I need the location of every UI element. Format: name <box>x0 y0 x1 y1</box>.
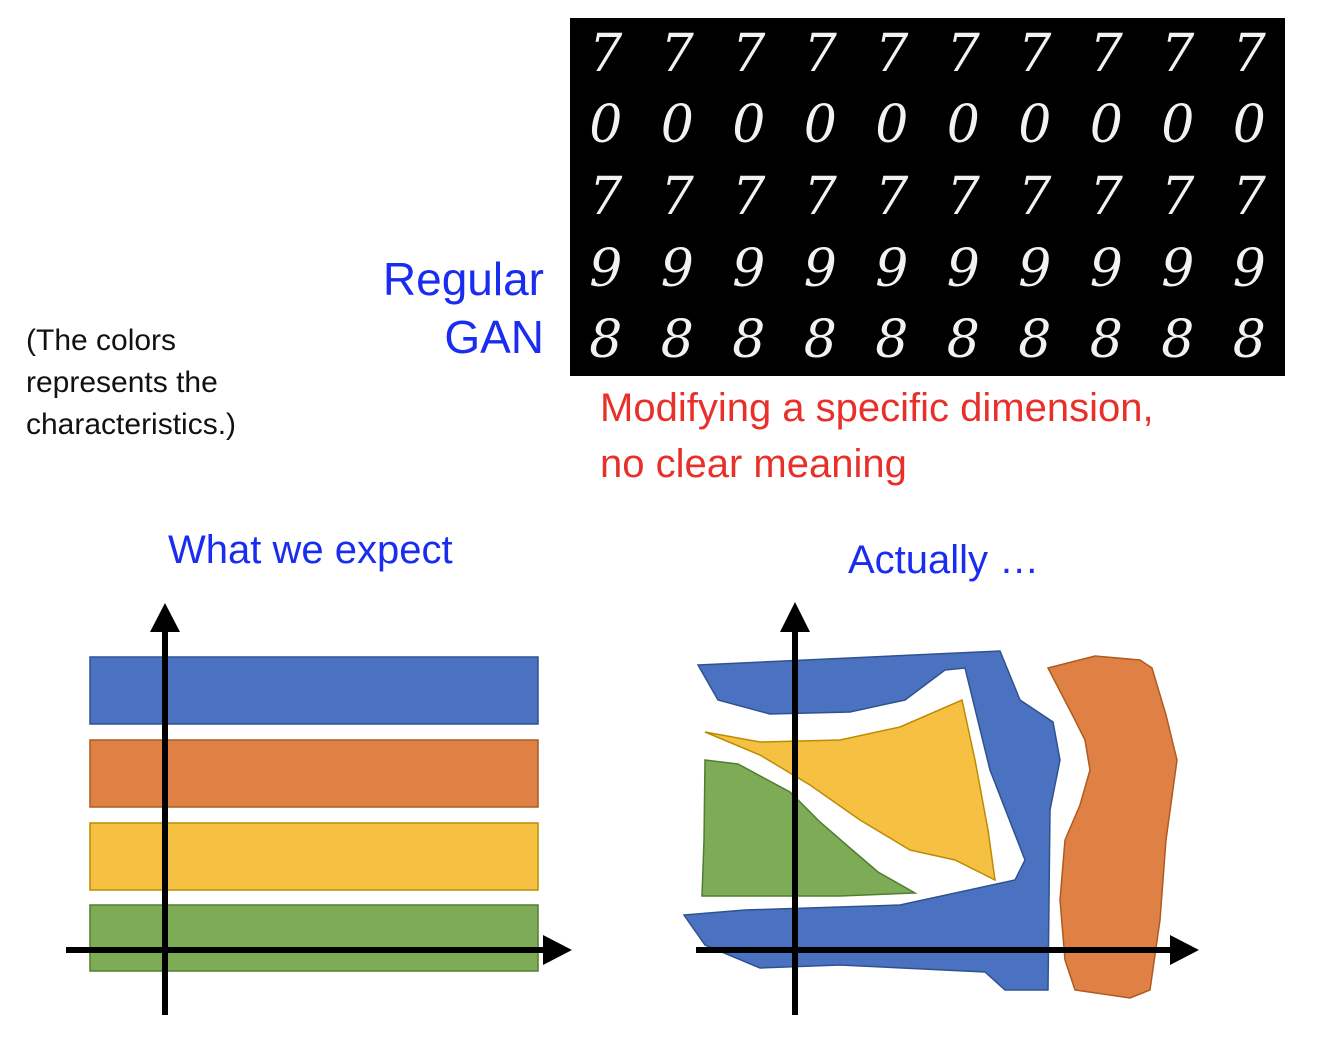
actual-plot <box>682 602 1199 1015</box>
digit-cell: 7 <box>1089 166 1123 227</box>
digit-cell: 7 <box>732 166 766 227</box>
digit-cell: 0 <box>660 95 694 156</box>
digit-cell: 8 <box>589 310 623 371</box>
digit-cell: 9 <box>1232 238 1266 299</box>
digit-cell: 0 <box>589 95 623 156</box>
digit-cell: 7 <box>946 23 980 84</box>
digit-cell: 8 <box>1089 310 1123 371</box>
regular-gan-label: Regular GAN <box>383 250 544 366</box>
note-line-2: represents the <box>26 366 218 399</box>
digit-cell: 8 <box>875 310 909 371</box>
expect-plot <box>66 603 572 1015</box>
digit-cell: 8 <box>732 310 766 371</box>
note-line-1: (The colors <box>26 324 177 357</box>
digit-cell: 7 <box>1089 23 1123 84</box>
digit-cell: 0 <box>875 95 909 156</box>
caption-line-2: no clear meaning <box>600 442 907 486</box>
digit-cell: 7 <box>1161 166 1195 227</box>
digit-cell: 0 <box>1089 95 1123 156</box>
digit-cell: 8 <box>1161 310 1195 371</box>
digit-cell: 7 <box>660 166 694 227</box>
digit-cell: 0 <box>803 95 837 156</box>
digit-cell: 9 <box>803 238 837 299</box>
actual-x-axis-arrowhead <box>1170 935 1199 965</box>
digit-cell: 9 <box>1018 238 1052 299</box>
caption: Modifying a specific dimension, no clear… <box>600 380 1154 492</box>
band-blue <box>89 656 539 725</box>
digit-cell: 0 <box>1018 95 1052 156</box>
digit-cell: 9 <box>946 238 980 299</box>
digit-cell: 7 <box>589 166 623 227</box>
digit-cell: 0 <box>732 95 766 156</box>
digit-cell: 9 <box>1089 238 1123 299</box>
expect-title: What we expect <box>168 528 453 572</box>
digit-cell: 7 <box>803 166 837 227</box>
digit-cell: 7 <box>660 23 694 84</box>
digit-cell: 7 <box>732 23 766 84</box>
digit-cell: 9 <box>875 238 909 299</box>
digit-cell: 9 <box>1161 238 1195 299</box>
digit-cell: 7 <box>589 23 623 84</box>
digit-cell: 0 <box>1232 95 1266 156</box>
digit-cell: 8 <box>660 310 694 371</box>
expect-y-axis-arrowhead <box>150 603 180 632</box>
region-green <box>701 759 918 897</box>
caption-line-1: Modifying a specific dimension, <box>600 386 1154 430</box>
gan-label-line-2: GAN <box>444 311 544 363</box>
gan-label-line-1: Regular <box>382 253 544 305</box>
band-green <box>89 904 539 972</box>
digit-cell: 7 <box>875 166 909 227</box>
digit-cell: 7 <box>1018 166 1052 227</box>
digit-cell: 9 <box>589 238 623 299</box>
digit-cell: 7 <box>1232 23 1266 84</box>
digit-cell: 8 <box>1018 310 1052 371</box>
digit-cell: 8 <box>1232 310 1266 371</box>
digit-cell: 7 <box>875 23 909 84</box>
digit-cell: 7 <box>946 166 980 227</box>
digit-cell: 7 <box>1018 23 1052 84</box>
digit-cell: 9 <box>732 238 766 299</box>
note-line-3: characteristics.) <box>26 408 237 441</box>
digit-cell: 8 <box>803 310 837 371</box>
region-blue <box>682 650 1061 991</box>
digit-cell: 9 <box>660 238 694 299</box>
colors-note: (The colors represents the characteristi… <box>26 320 326 446</box>
region-orange <box>1046 655 1178 999</box>
actual-title: Actually … <box>848 538 1040 582</box>
region-yellow <box>704 698 996 882</box>
actual-y-axis-arrowhead <box>780 602 810 632</box>
digit-cell: 8 <box>946 310 980 371</box>
digit-cell: 7 <box>1232 166 1266 227</box>
digit-cell: 0 <box>1161 95 1195 156</box>
digit-cell: 0 <box>946 95 980 156</box>
band-yellow <box>89 822 539 891</box>
digit-cell: 7 <box>803 23 837 84</box>
band-orange <box>89 739 539 808</box>
expect-x-axis-arrowhead <box>543 935 572 965</box>
digit-cell: 7 <box>1161 23 1195 84</box>
